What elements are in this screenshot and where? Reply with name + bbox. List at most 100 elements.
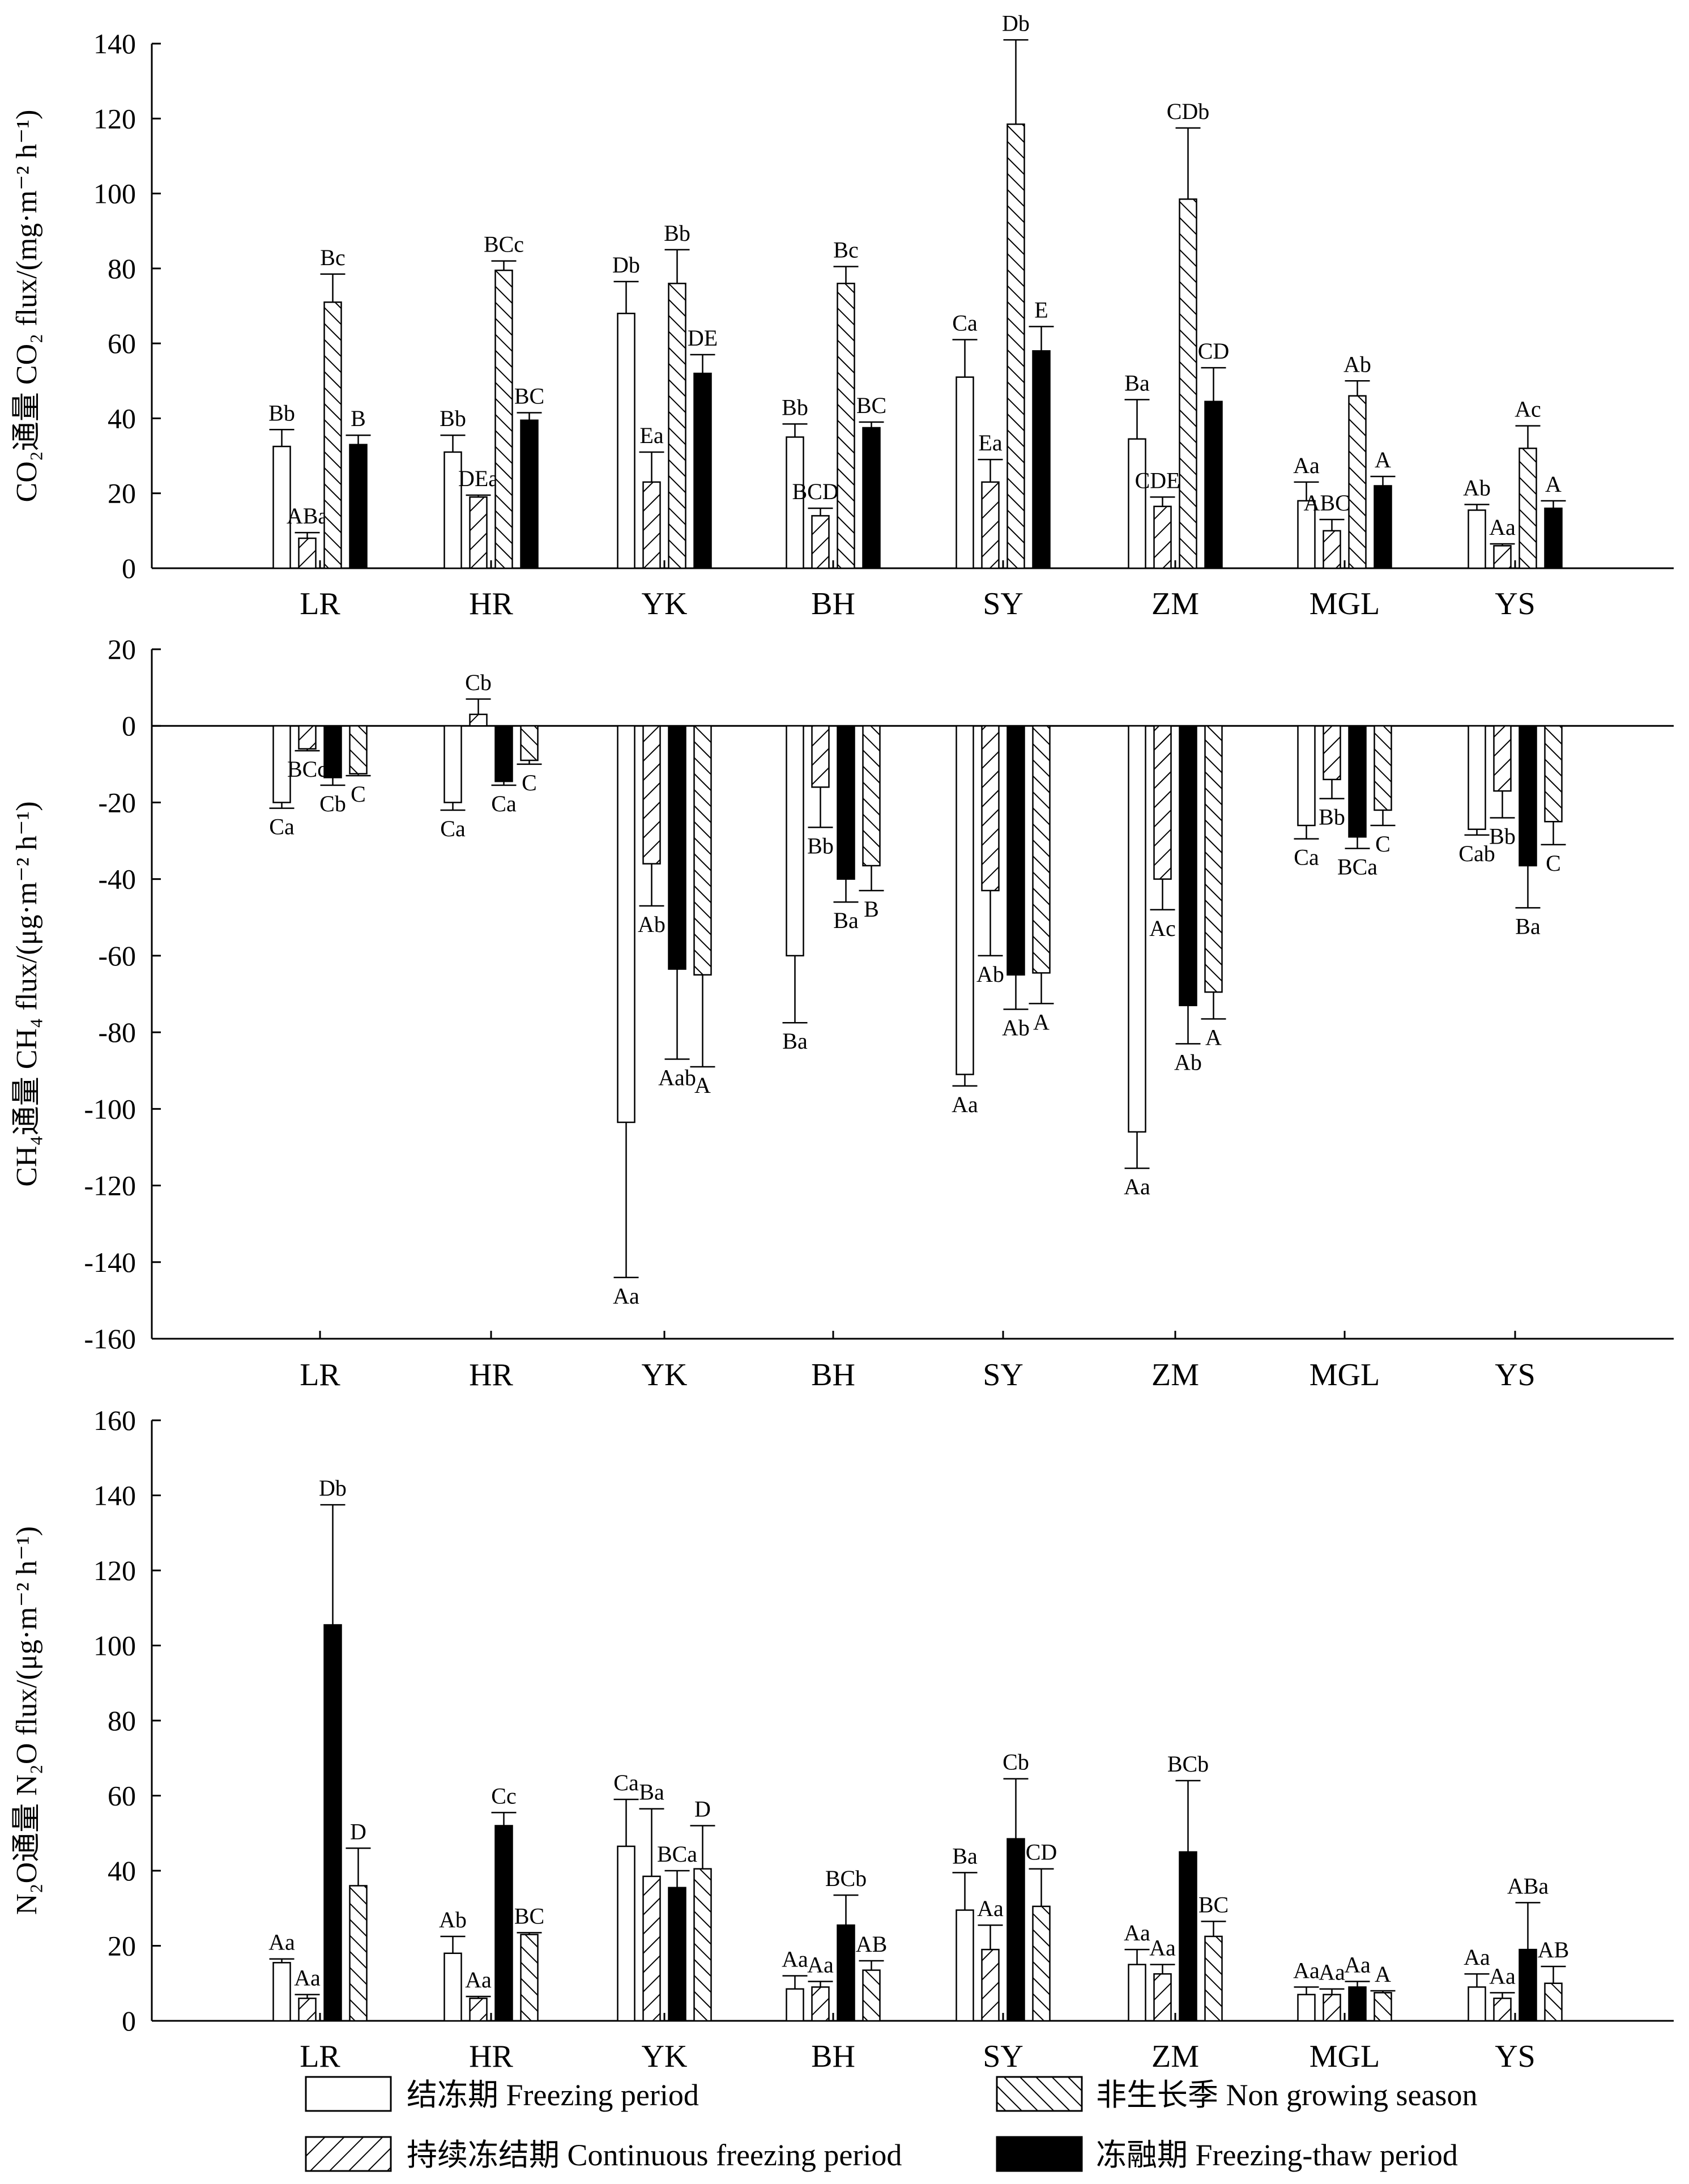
bar-freezing-sy xyxy=(956,1909,974,2022)
bar-thaw-bh xyxy=(837,725,855,880)
bar-thaw-zm xyxy=(1179,1851,1197,2022)
category-label-lr: LR xyxy=(300,2039,340,2074)
y-tick-label: 60 xyxy=(108,327,136,359)
bar-non_growing-yk xyxy=(668,283,686,569)
significance-label: E xyxy=(1034,297,1048,322)
bar-freezing-zm xyxy=(1128,1964,1146,2022)
y-tick-label: 100 xyxy=(93,1630,136,1662)
bar-freezing-ys xyxy=(1468,1986,1486,2022)
significance-label: Aa xyxy=(1319,1960,1345,1985)
bar-thaw-sy xyxy=(1006,725,1025,976)
bar-thaw-hr xyxy=(494,725,513,782)
y-tick-label: 120 xyxy=(93,103,136,134)
significance-label: Aa xyxy=(268,1930,295,1955)
bar-freezing-sy xyxy=(956,376,974,569)
y-tick-label: -100 xyxy=(84,1093,136,1125)
significance-label: Aa xyxy=(1464,1944,1490,1970)
significance-label: D xyxy=(694,1796,711,1822)
bar-continuous-ys xyxy=(1493,545,1512,569)
bar-thaw-sy xyxy=(1032,350,1051,569)
bar-thaw-ys xyxy=(1544,507,1563,569)
bar-thaw-sy xyxy=(1006,1838,1025,2022)
significance-label: Ab xyxy=(1174,1049,1202,1075)
bar-continuous-mgl xyxy=(1323,1994,1341,2022)
significance-label: Ba xyxy=(833,908,859,933)
bar-non_growing-lr xyxy=(323,301,342,569)
category-label-sy: SY xyxy=(983,586,1023,621)
significance-label: Ab xyxy=(439,1907,467,1932)
y-tick-label: 100 xyxy=(93,178,136,210)
bar-continuous-hr xyxy=(469,1998,488,2022)
significance-label: Aa xyxy=(807,1952,834,1977)
significance-label: BC xyxy=(514,384,544,409)
category-label-bh: BH xyxy=(811,2039,855,2074)
significance-label: Aa xyxy=(1149,1935,1176,1961)
significance-label: Ba xyxy=(1515,913,1541,939)
bar-thaw-yk xyxy=(693,372,712,569)
bar-continuous-yk xyxy=(642,1875,661,2022)
y-tick-label: 160 xyxy=(93,1404,136,1436)
chart-panel-3: 0 20 40 60 80 100 120 140 160 LR HR YK BH SY ZM MGL YS N₂… xyxy=(11,1404,1674,2074)
significance-label: Db xyxy=(612,252,640,278)
y-tick-label: -80 xyxy=(98,1016,136,1048)
bar-non_growing-sy xyxy=(1032,725,1051,974)
bar-non_growing-zm xyxy=(1204,1935,1223,2022)
significance-label: Aa xyxy=(1124,1174,1150,1199)
significance-label: Ca xyxy=(269,814,295,840)
chart-panels: 0 20 40 60 80 100 120 140 LR HR YK BH SY ZM MGL YS CO₂通量… xyxy=(11,10,1674,2074)
bar-freezing-lr xyxy=(272,725,291,803)
bar-continuous-mgl xyxy=(1323,530,1341,569)
significance-label: Aa xyxy=(952,1092,978,1117)
legend-label-continuous: 持续冻结期 Continuous freezing period xyxy=(407,2138,902,2172)
bar-non_growing-sy xyxy=(1006,123,1025,569)
bar-non_growing-bh xyxy=(862,725,881,867)
significance-label: Cb xyxy=(1003,1749,1029,1775)
bar-thaw-zm xyxy=(1179,725,1197,1007)
bar-freezing-hr xyxy=(443,1952,462,2022)
legend-label-non-growing: 非生长季 Non growing season xyxy=(1096,2078,1477,2112)
bar-non_growing-hr xyxy=(520,725,539,761)
y-tick-label: 80 xyxy=(108,253,136,284)
y-tick-label: 140 xyxy=(93,28,136,59)
bar-thaw-hr xyxy=(494,1825,513,2022)
y-tick-label: -60 xyxy=(98,940,136,972)
significance-label: Aa xyxy=(1489,514,1516,540)
bar-thaw-bh xyxy=(837,1924,855,2022)
significance-label: Bb xyxy=(1319,804,1345,830)
significance-label: BC xyxy=(856,393,886,418)
significance-label: Ab xyxy=(1463,475,1491,501)
category-label-yk: YK xyxy=(642,1357,688,1393)
category-label-mgl: MGL xyxy=(1310,1357,1380,1393)
significance-label: Aab xyxy=(658,1065,696,1090)
significance-label: Ca xyxy=(613,1770,639,1795)
significance-label: C xyxy=(1546,850,1561,876)
y-tick-label: 20 xyxy=(108,478,136,509)
significance-label: Ba xyxy=(1124,370,1150,395)
significance-label: Ab xyxy=(1343,351,1371,377)
bar-continuous-yk xyxy=(642,725,661,865)
significance-label: C xyxy=(1375,831,1391,857)
legend-swatch-thaw xyxy=(996,2136,1083,2172)
significance-label: Ca xyxy=(1294,845,1319,870)
significance-label: BCa xyxy=(1337,854,1377,880)
category-label-ys: YS xyxy=(1495,586,1536,621)
bar-non_growing-mgl xyxy=(1374,725,1392,811)
significance-label: Bc xyxy=(320,245,345,270)
bar-freezing-hr xyxy=(443,725,462,803)
significance-label: Ab xyxy=(638,912,666,937)
y-tick-label: 40 xyxy=(108,402,136,434)
significance-label: Aa xyxy=(1124,1920,1150,1945)
significance-label: A xyxy=(1375,1961,1391,1987)
significance-label: Ba xyxy=(639,1779,664,1805)
bar-non_growing-bh xyxy=(862,1969,881,2022)
bar-thaw-mgl xyxy=(1348,1986,1367,2022)
significance-label: Ba xyxy=(782,1028,808,1054)
category-label-zm: ZM xyxy=(1151,1357,1199,1393)
bar-continuous-lr xyxy=(298,725,317,750)
significance-label: Bb xyxy=(268,400,295,425)
significance-label: DEa xyxy=(458,466,498,491)
bar-non_growing-sy xyxy=(1032,1905,1051,2022)
bar-non_growing-ys xyxy=(1544,1982,1563,2022)
significance-label: Bc xyxy=(833,237,858,263)
bar-thaw-yk xyxy=(668,1887,686,2022)
